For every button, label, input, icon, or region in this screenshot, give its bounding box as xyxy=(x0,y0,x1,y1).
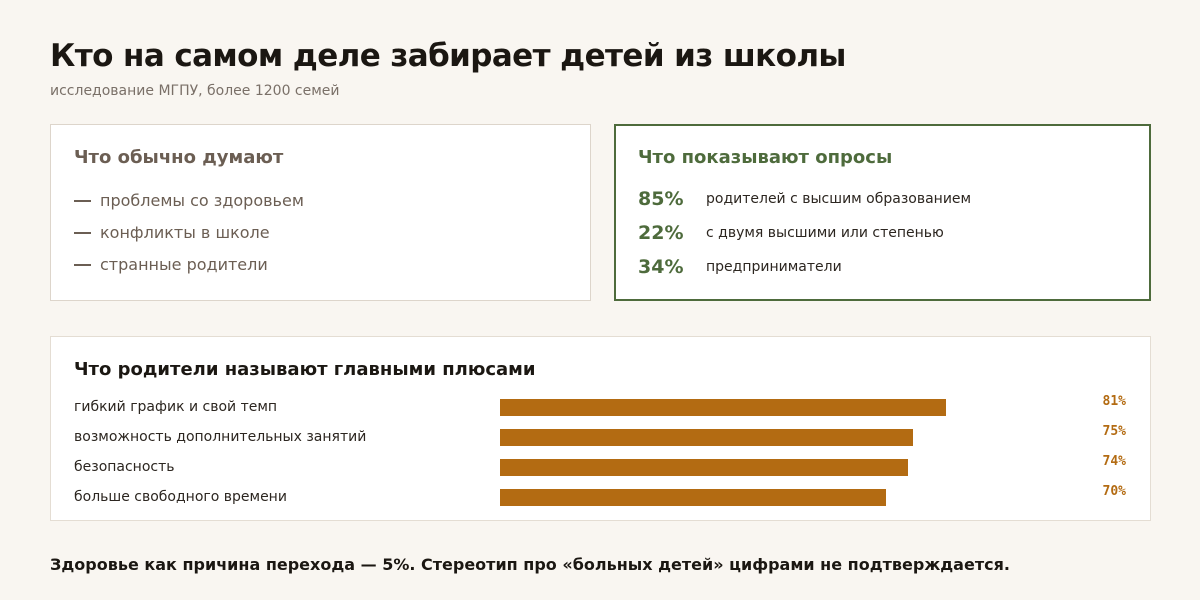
dash-icon xyxy=(74,231,91,234)
myth-item: проблемы со здоровьем xyxy=(74,191,304,210)
myth-card: Что обычно думают проблемы со здоровьем … xyxy=(50,124,591,301)
fact-value: 22% xyxy=(638,222,684,244)
bar-value-label: 70% xyxy=(1102,484,1126,499)
fact-text: предприниматели xyxy=(706,259,842,275)
myth-item: конфликты в школе xyxy=(74,223,270,242)
myth-item-label: проблемы со здоровьем xyxy=(100,191,304,210)
fact-value: 34% xyxy=(638,256,684,278)
myth-item: странные родители xyxy=(74,255,268,274)
bar xyxy=(500,429,913,446)
bar-value-label: 74% xyxy=(1102,454,1126,469)
myth-item-label: конфликты в школе xyxy=(100,223,270,242)
bar-chart-card: Что родители называют главными плюсами г… xyxy=(50,336,1151,521)
dash-icon xyxy=(74,263,91,266)
bar xyxy=(500,459,908,476)
fact-value: 85% xyxy=(638,188,684,210)
myth-card-heading: Что обычно думают xyxy=(74,147,284,168)
bar-label: больше свободного времени xyxy=(74,489,287,505)
bar xyxy=(500,489,886,506)
bar-label: возможность дополнительных занятий xyxy=(74,429,367,445)
footer-note: Здоровье как причина перехода — 5%. Стер… xyxy=(50,555,1010,574)
fact-text: родителей с высшим образованием xyxy=(706,191,972,207)
page-subtitle: исследование МГПУ, более 1200 семей xyxy=(50,83,340,99)
bar-value-label: 75% xyxy=(1102,424,1126,439)
fact-text: с двумя высшими или степенью xyxy=(706,225,944,241)
dash-icon xyxy=(74,199,91,202)
myth-item-label: странные родители xyxy=(100,255,268,274)
bar-value-label: 81% xyxy=(1102,394,1126,409)
bar xyxy=(500,399,946,416)
page-title: Кто на самом деле забирает детей из школ… xyxy=(50,38,846,74)
facts-card: Что показывают опросы 85% родителей с вы… xyxy=(614,124,1151,301)
facts-card-heading: Что показывают опросы xyxy=(638,147,893,168)
bar-label: гибкий график и свой темп xyxy=(74,399,278,415)
chart-title: Что родители называют главными плюсами xyxy=(74,359,536,380)
bar-label: безопасность xyxy=(74,459,175,475)
